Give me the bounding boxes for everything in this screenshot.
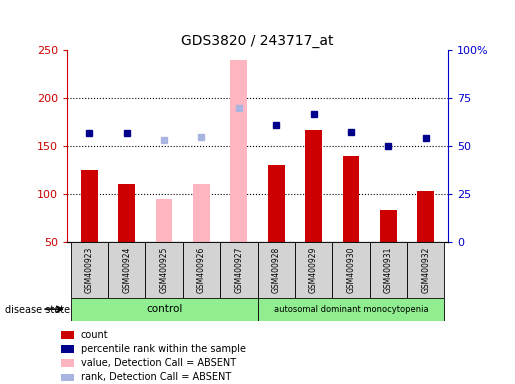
Bar bbox=[61, 345, 74, 353]
Text: GSM400923: GSM400923 bbox=[85, 247, 94, 293]
Text: GSM400929: GSM400929 bbox=[309, 247, 318, 293]
Bar bbox=[61, 331, 74, 339]
Bar bbox=[342, 156, 359, 242]
Bar bbox=[156, 199, 173, 242]
Bar bbox=[407, 242, 444, 298]
Text: percentile rank within the sample: percentile rank within the sample bbox=[81, 344, 246, 354]
Bar bbox=[258, 298, 444, 321]
Bar bbox=[380, 210, 397, 242]
Text: GSM400927: GSM400927 bbox=[234, 247, 243, 293]
Bar bbox=[183, 242, 220, 298]
Text: value, Detection Call = ABSENT: value, Detection Call = ABSENT bbox=[81, 358, 236, 368]
Text: control: control bbox=[146, 304, 182, 314]
Bar bbox=[258, 242, 295, 298]
Bar bbox=[370, 242, 407, 298]
Bar bbox=[193, 184, 210, 242]
Text: GSM400925: GSM400925 bbox=[160, 247, 168, 293]
Text: disease state: disease state bbox=[5, 305, 70, 315]
Text: GSM400926: GSM400926 bbox=[197, 247, 206, 293]
Bar bbox=[268, 165, 285, 242]
Text: GSM400928: GSM400928 bbox=[272, 247, 281, 293]
Text: GSM400932: GSM400932 bbox=[421, 247, 430, 293]
Text: count: count bbox=[81, 330, 109, 340]
Bar bbox=[71, 242, 108, 298]
Text: GSM400924: GSM400924 bbox=[122, 247, 131, 293]
Bar bbox=[305, 130, 322, 242]
Text: rank, Detection Call = ABSENT: rank, Detection Call = ABSENT bbox=[81, 372, 231, 382]
Text: autosomal dominant monocytopenia: autosomal dominant monocytopenia bbox=[273, 305, 428, 314]
Bar bbox=[220, 242, 258, 298]
Bar bbox=[81, 170, 98, 242]
Bar bbox=[295, 242, 332, 298]
Bar bbox=[230, 60, 247, 242]
Bar bbox=[332, 242, 370, 298]
Bar bbox=[118, 184, 135, 242]
Bar bbox=[145, 242, 183, 298]
Bar bbox=[71, 298, 258, 321]
Bar bbox=[108, 242, 145, 298]
Text: GSM400931: GSM400931 bbox=[384, 247, 393, 293]
Bar bbox=[417, 191, 434, 242]
Bar bbox=[61, 374, 74, 381]
Bar bbox=[61, 359, 74, 367]
Text: GSM400930: GSM400930 bbox=[347, 247, 355, 293]
Title: GDS3820 / 243717_at: GDS3820 / 243717_at bbox=[181, 33, 334, 48]
